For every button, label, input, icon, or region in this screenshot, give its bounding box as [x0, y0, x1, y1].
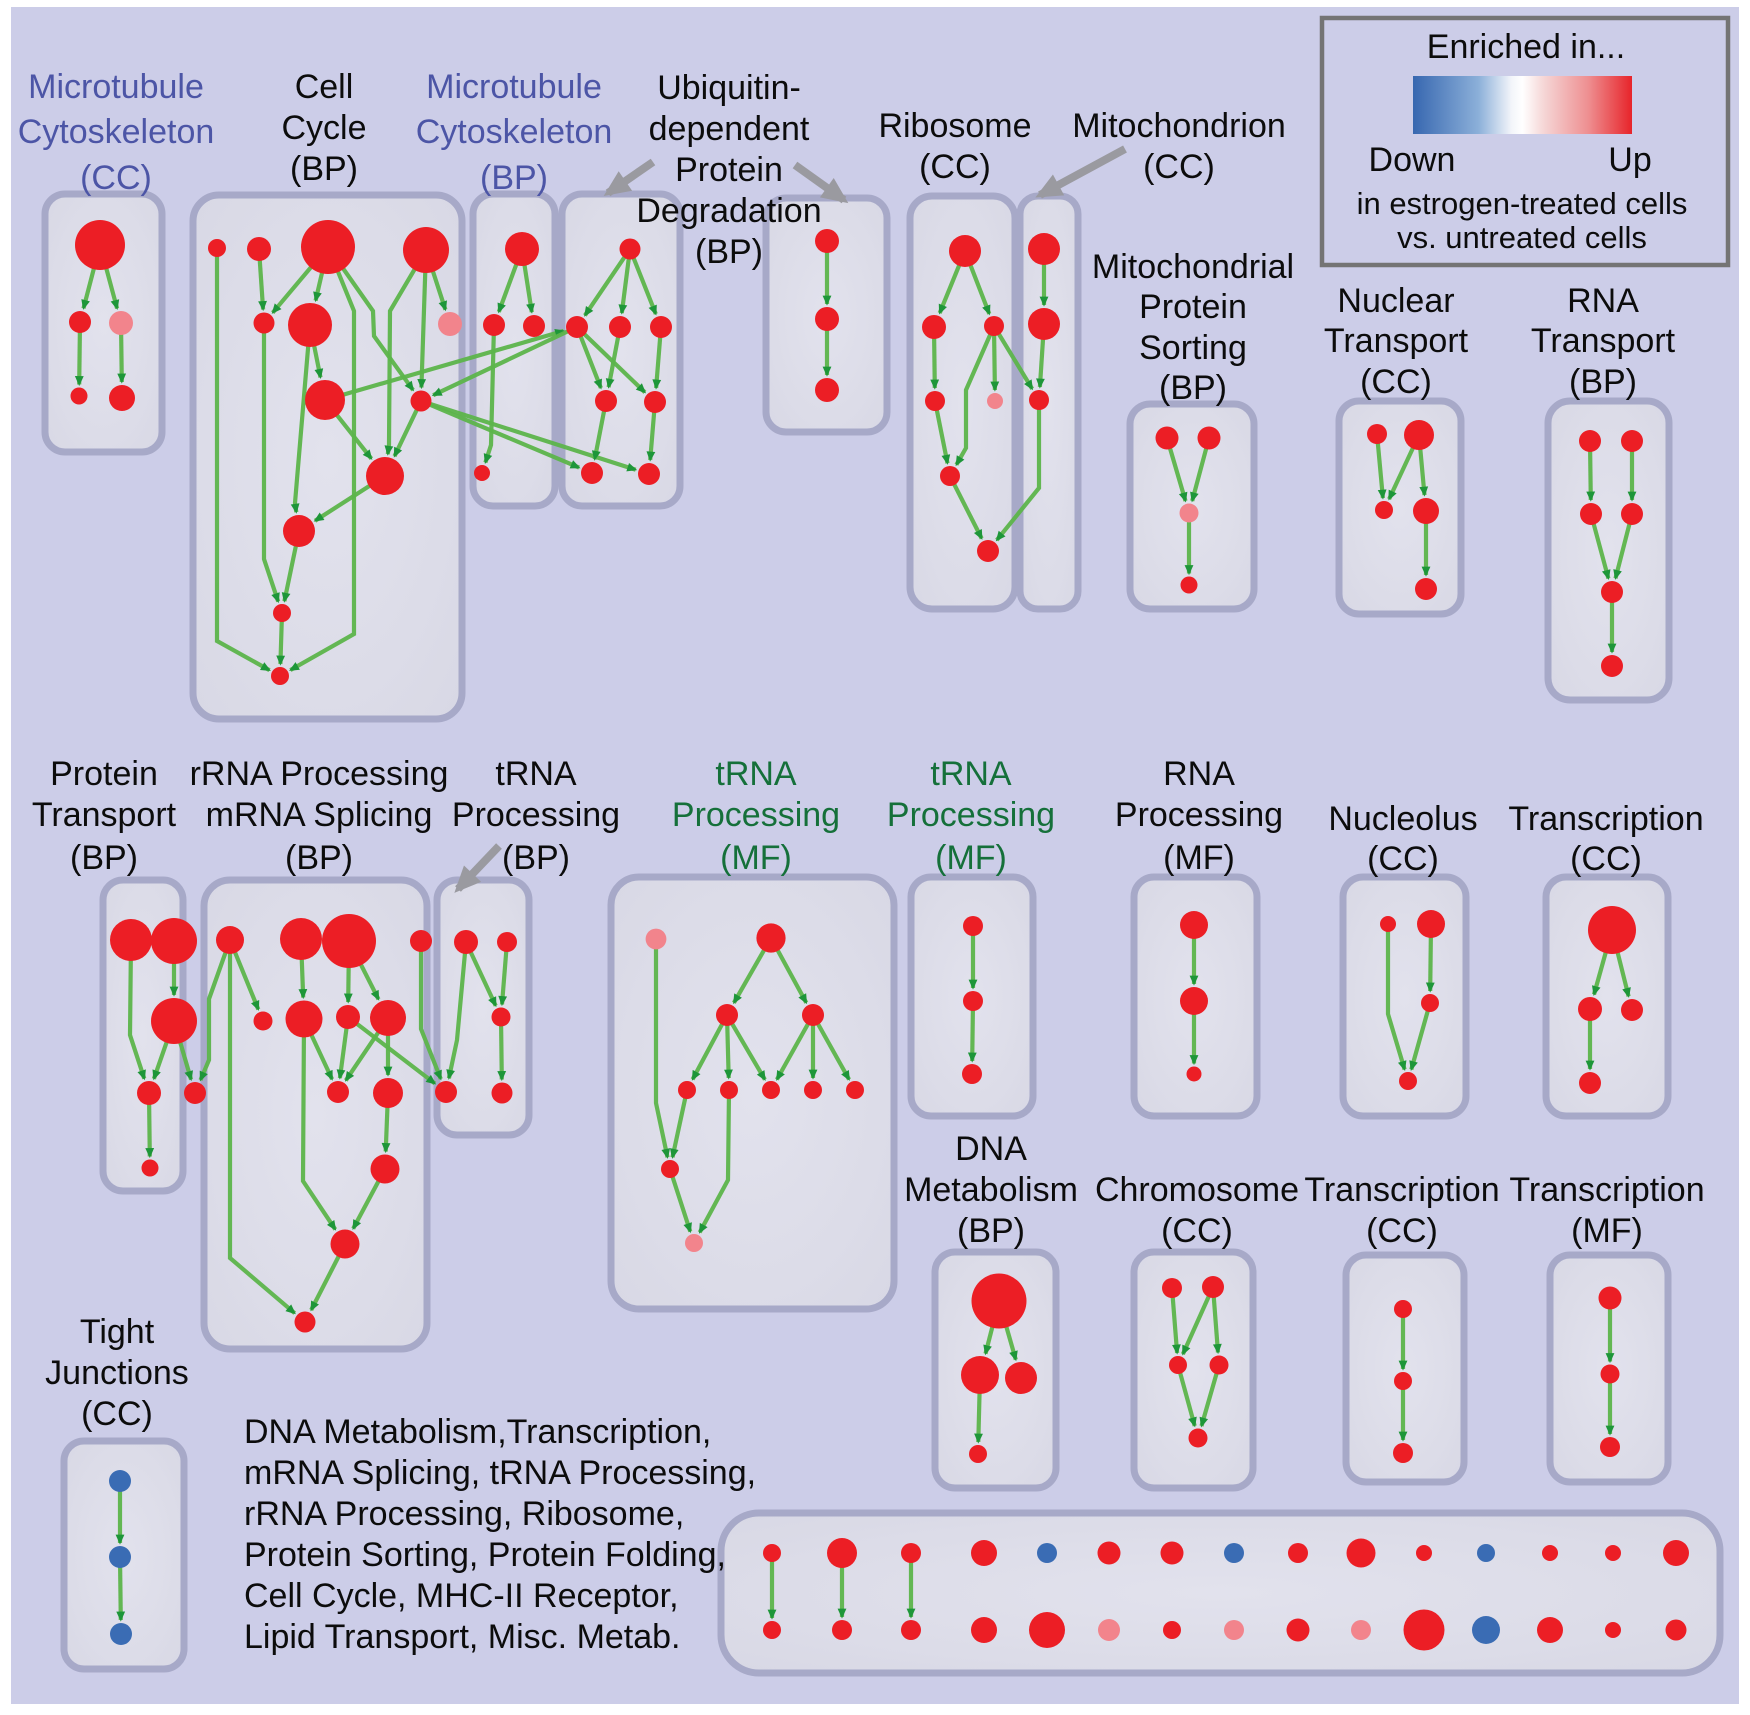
svg-text:Chromosome: Chromosome [1095, 1171, 1299, 1209]
svg-text:Processing: Processing [1115, 796, 1283, 834]
svg-text:Mitochondrion: Mitochondrion [1072, 107, 1286, 145]
svg-text:Ribosome: Ribosome [878, 107, 1031, 145]
svg-text:Up: Up [1608, 141, 1651, 179]
svg-text:Protein: Protein [1139, 288, 1247, 326]
svg-text:Mitochondrial: Mitochondrial [1092, 248, 1294, 286]
svg-text:rRNA Processing: rRNA Processing [190, 755, 449, 793]
svg-text:Nucleolus: Nucleolus [1328, 800, 1477, 838]
svg-text:tRNA: tRNA [715, 755, 797, 793]
svg-text:Enriched in...: Enriched in... [1427, 28, 1625, 66]
svg-text:(BP): (BP) [695, 233, 763, 271]
svg-text:Tight: Tight [80, 1313, 155, 1351]
svg-text:Transcription: Transcription [1508, 800, 1703, 838]
svg-text:Sorting: Sorting [1139, 329, 1247, 367]
svg-text:(CC): (CC) [1360, 363, 1432, 401]
svg-text:(MF): (MF) [1163, 839, 1235, 877]
svg-text:(BP): (BP) [480, 159, 548, 197]
svg-text:Transport: Transport [1324, 322, 1469, 360]
svg-text:Cell Cycle, MHC-II Receptor,: Cell Cycle, MHC-II Receptor, [244, 1577, 679, 1615]
svg-text:Cycle: Cycle [281, 109, 366, 147]
svg-text:tRNA: tRNA [495, 755, 577, 793]
svg-text:RNA: RNA [1567, 282, 1639, 320]
svg-text:vs. untreated cells: vs. untreated cells [1397, 220, 1647, 255]
svg-text:tRNA: tRNA [930, 755, 1012, 793]
svg-text:Microtubule: Microtubule [426, 68, 602, 106]
svg-text:Transport: Transport [1531, 322, 1676, 360]
svg-text:(CC): (CC) [81, 1395, 153, 1433]
svg-text:mRNA Splicing, tRNA Processing: mRNA Splicing, tRNA Processing, [244, 1454, 756, 1492]
svg-text:(CC): (CC) [1367, 840, 1439, 878]
svg-text:Ubiquitin-: Ubiquitin- [657, 69, 801, 107]
svg-text:(MF): (MF) [720, 839, 792, 877]
svg-text:(CC): (CC) [919, 148, 991, 186]
svg-text:(CC): (CC) [1366, 1212, 1438, 1250]
svg-text:RNA: RNA [1163, 755, 1235, 793]
svg-text:Cytoskeleton: Cytoskeleton [18, 113, 215, 151]
svg-text:Transcription: Transcription [1304, 1171, 1499, 1209]
svg-text:rRNA Processing, Ribosome,: rRNA Processing, Ribosome, [244, 1495, 684, 1533]
svg-text:(BP): (BP) [1159, 369, 1227, 407]
svg-text:Processing: Processing [452, 796, 620, 834]
svg-text:(CC): (CC) [1570, 840, 1642, 878]
svg-text:(BP): (BP) [285, 839, 353, 877]
svg-text:(MF): (MF) [1571, 1212, 1643, 1250]
svg-text:DNA Metabolism,Transcription,: DNA Metabolism,Transcription, [244, 1413, 711, 1451]
svg-text:in estrogen-treated cells: in estrogen-treated cells [1357, 186, 1688, 221]
svg-text:Degradation: Degradation [636, 192, 821, 230]
svg-text:mRNA Splicing: mRNA Splicing [206, 796, 433, 834]
svg-text:Metabolism: Metabolism [904, 1171, 1078, 1209]
svg-text:Transcription: Transcription [1509, 1171, 1704, 1209]
svg-text:DNA: DNA [955, 1130, 1027, 1168]
svg-text:(CC): (CC) [80, 159, 152, 197]
svg-text:(MF): (MF) [935, 839, 1007, 877]
svg-text:(BP): (BP) [957, 1212, 1025, 1250]
svg-text:(BP): (BP) [70, 839, 138, 877]
svg-text:(BP): (BP) [290, 150, 358, 188]
svg-text:Protein Sorting, Protein Foldi: Protein Sorting, Protein Folding, [244, 1536, 726, 1574]
svg-text:Microtubule: Microtubule [28, 68, 204, 106]
svg-text:Down: Down [1369, 141, 1456, 179]
svg-text:(CC): (CC) [1161, 1212, 1233, 1250]
svg-text:Lipid Transport, Misc. Metab.: Lipid Transport, Misc. Metab. [244, 1618, 681, 1656]
svg-text:Cell: Cell [295, 68, 354, 106]
svg-text:Protein: Protein [675, 151, 783, 189]
svg-text:Cytoskeleton: Cytoskeleton [416, 113, 613, 151]
svg-text:Transport: Transport [32, 796, 177, 834]
svg-text:(CC): (CC) [1143, 148, 1215, 186]
svg-text:dependent: dependent [649, 110, 810, 148]
svg-text:Junctions: Junctions [45, 1354, 189, 1392]
svg-text:Protein: Protein [50, 755, 158, 793]
svg-text:(BP): (BP) [502, 839, 570, 877]
svg-text:(BP): (BP) [1569, 363, 1637, 401]
svg-text:Processing: Processing [887, 796, 1055, 834]
svg-text:Nuclear: Nuclear [1337, 282, 1454, 320]
svg-text:Processing: Processing [672, 796, 840, 834]
